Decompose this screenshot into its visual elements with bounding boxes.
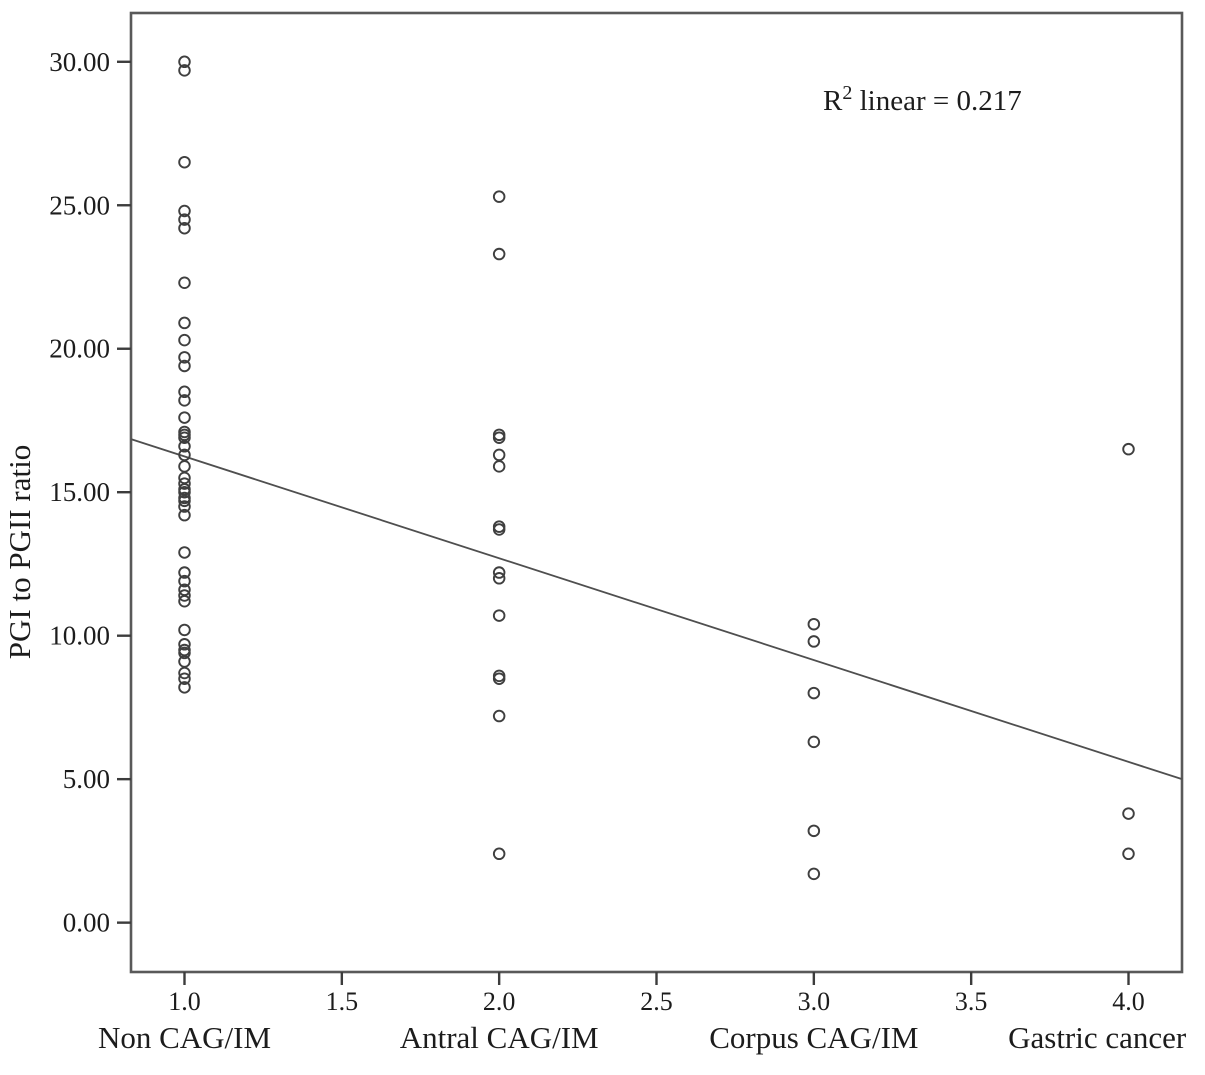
data-point [178,566,191,579]
data-point [178,55,191,69]
data-point [178,595,191,608]
r-squared-annotation: R2 linear = 0.217 [823,82,1022,117]
y-tick-label: 10.00 [49,621,110,651]
category-label: Antral CAG/IM [400,1020,599,1055]
plot-frame [129,11,1184,974]
data-point [492,566,506,579]
data-point [492,672,506,685]
data-point [178,500,191,513]
data-point [178,359,191,373]
data-point [178,385,191,399]
data-point [178,460,191,473]
x-tick-label: 1.0 [168,987,201,1016]
data-point [1122,807,1135,820]
x-tick-label: 3.5 [955,987,988,1016]
data-point [492,609,506,622]
data-point [492,572,506,585]
y-axis-title: PGI to PGII ratio [2,445,37,659]
data-point [492,709,506,723]
data-point [178,431,191,444]
data-point [178,574,191,588]
category-label: Corpus CAG/IM [709,1020,918,1055]
data-point [178,155,191,169]
data-point [492,448,506,462]
data-point [178,494,191,508]
data-point [1122,442,1135,456]
category-label: Gastric cancer [1008,1020,1187,1055]
x-tick-label: 4.0 [1112,987,1145,1016]
data-point [807,635,821,648]
data-point [807,824,821,838]
data-point [807,617,821,631]
data-point [178,666,191,680]
data-point [492,523,506,536]
data-point [178,681,191,694]
data-point [492,847,506,861]
data-point [178,276,191,289]
annotation-rest: linear = 0.217 [852,85,1021,117]
annotation-base: R [823,85,843,117]
data-point [178,221,191,235]
data-point [178,440,191,453]
data-point [492,431,506,444]
regression-trendline [130,438,1183,781]
y-tick-label: 30.00 [49,47,110,77]
data-point [178,213,191,226]
data-point [178,394,191,407]
data-point [178,485,191,499]
y-tick-label: 15.00 [49,477,110,507]
data-point [178,508,191,522]
data-point [492,247,506,261]
x-tick-label: 1.5 [326,987,359,1016]
y-tick-label: 20.00 [49,334,110,364]
data-point [178,638,191,651]
data-point [492,190,506,203]
data-point [807,686,821,700]
x-tick-label: 3.0 [798,987,831,1016]
data-point [178,411,191,424]
data-point [178,316,191,330]
annotation-superscript: 2 [842,82,852,104]
y-tick-label: 5.00 [63,764,110,794]
data-point [492,460,506,473]
data-point [178,204,191,218]
data-point [178,477,191,490]
data-point [178,589,191,602]
x-tick-label: 2.0 [483,987,516,1016]
data-point [178,672,191,685]
x-tick-label: 2.5 [640,987,673,1016]
data-point [1122,847,1135,861]
data-point [178,623,191,637]
data-point [807,735,821,749]
y-tick-label: 25.00 [49,190,110,220]
y-tick-label: 0.00 [63,908,110,938]
category-label: Non CAG/IM [98,1020,271,1055]
data-point [178,646,191,660]
data-point [178,546,191,559]
data-point [178,351,191,364]
data-point [178,333,191,347]
data-point [178,64,191,77]
data-point [807,867,821,881]
